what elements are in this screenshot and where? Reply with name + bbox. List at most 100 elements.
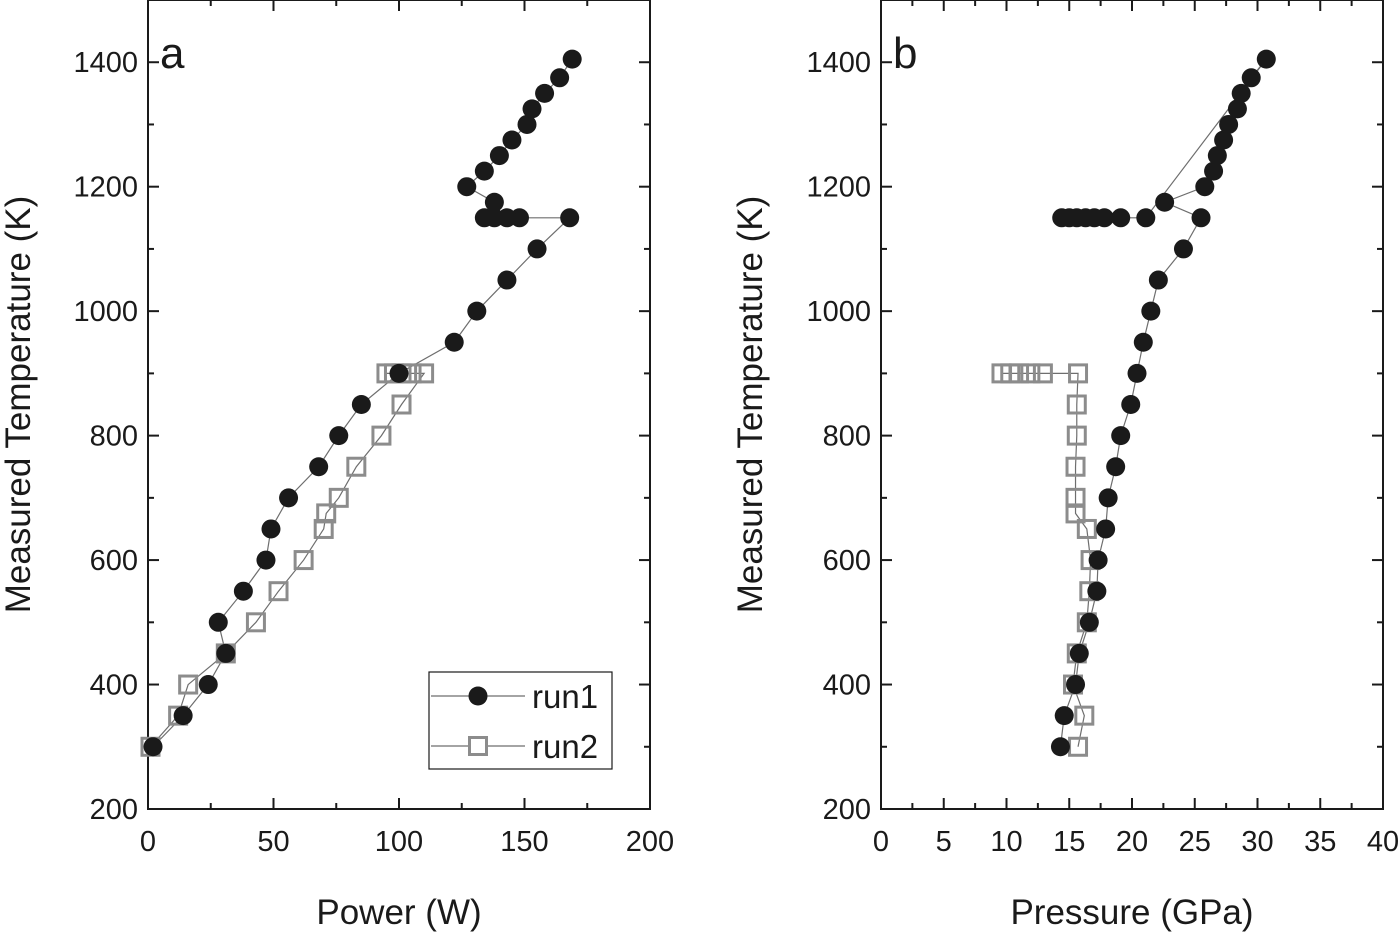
data-point-run2 [268, 581, 289, 602]
panel-label: b [893, 29, 917, 78]
x-tick-label: 15 [1053, 826, 1085, 858]
x-tick-label: 20 [1116, 826, 1148, 858]
x-tick-label: 200 [626, 826, 674, 858]
data-point-run1 [1214, 130, 1234, 150]
x-tick-label: 35 [1304, 826, 1336, 858]
x-tick-label: 150 [500, 826, 548, 858]
data-point-run1 [1241, 68, 1261, 88]
data-point-run1 [502, 130, 522, 150]
data-point-run1 [233, 581, 253, 601]
legend-marker-run1 [468, 686, 488, 706]
data-point-run1 [517, 114, 537, 134]
data-point-run2 [391, 394, 412, 415]
data-point-run1 [329, 426, 349, 446]
data-point-run1 [1079, 612, 1099, 632]
x-axis-title: Pressure (GPa) [1010, 893, 1253, 932]
data-point-run1 [444, 332, 464, 352]
data-point-run1 [1231, 83, 1251, 103]
data-point-run1 [1133, 332, 1153, 352]
legend-label-run2: run2 [532, 728, 598, 765]
data-point-run2 [316, 503, 337, 524]
data-point-run1 [560, 208, 580, 228]
data-point-run1 [216, 643, 236, 663]
data-point-run1 [1148, 270, 1168, 290]
legend-box [428, 671, 613, 770]
data-point-run1 [1052, 208, 1072, 228]
data-point-run2 [245, 612, 266, 633]
y-tick-label: 400 [823, 670, 871, 702]
data-point-run1 [457, 177, 477, 197]
data-point-run1 [1106, 457, 1126, 477]
y-tick-label: 800 [823, 421, 871, 453]
x-tick-label: 50 [257, 826, 289, 858]
data-point-run1 [1069, 643, 1089, 663]
data-point-run1 [143, 737, 163, 757]
data-point-run1 [198, 675, 218, 695]
data-point-run1 [562, 49, 582, 69]
x-tick-label: 5 [936, 826, 952, 858]
data-point-run2 [346, 456, 367, 477]
series-line-run2 [150, 372, 426, 748]
legend: run1 run2 [428, 671, 613, 770]
y-axis-title: Measured Temperature (K) [731, 196, 770, 614]
data-point-run1 [1111, 208, 1131, 228]
data-point-run2 [1066, 425, 1087, 446]
data-point-run1 [1256, 49, 1276, 69]
data-point-run1 [1087, 581, 1107, 601]
data-point-run1 [1127, 363, 1147, 383]
data-point-run1 [208, 612, 228, 632]
series-line-run1 [1059, 58, 1267, 747]
panel-label: a [160, 29, 185, 78]
data-point-run2 [1068, 363, 1089, 384]
data-point-run1 [1111, 426, 1131, 446]
data-point-run2 [178, 674, 199, 695]
x-tick-label: 100 [375, 826, 423, 858]
data-point-run1 [474, 208, 494, 228]
data-point-run2 [1074, 705, 1095, 726]
data-point-run2 [1065, 487, 1086, 508]
data-point-run1 [484, 192, 504, 212]
data-point-run1 [1088, 550, 1108, 570]
x-tick-label: 0 [140, 826, 156, 858]
data-point-run1 [1204, 161, 1224, 181]
data-point-run1 [351, 395, 371, 414]
data-point-run1 [1054, 706, 1074, 726]
y-tick-label: 1200 [806, 172, 871, 204]
data-point-run1 [497, 270, 517, 290]
data-point-run1 [1098, 488, 1118, 508]
panel-b-chart: 0 5 10 15 20 25 30 35 40 200 400 600 800 1000 1200 1400… [731, 0, 1399, 932]
data-point-run1 [522, 99, 542, 119]
data-point-run1 [527, 239, 547, 259]
data-point-run2 [1020, 363, 1041, 384]
data-point-run1 [309, 457, 329, 477]
legend-marker-run2 [468, 736, 488, 756]
data-point-run1 [1141, 301, 1161, 321]
y-tick-label: 600 [90, 545, 138, 577]
y-tick-label: 600 [823, 545, 871, 577]
data-point-run2 [991, 363, 1012, 384]
data-point-run2 [414, 363, 435, 384]
y-tick-label: 1000 [806, 296, 871, 328]
data-point-run1 [474, 161, 494, 181]
x-tick-label: 10 [990, 826, 1022, 858]
data-point-run2 [371, 425, 392, 446]
data-point-run1 [256, 550, 276, 570]
x-tick-label: 0 [873, 826, 889, 858]
data-point-run1 [389, 363, 409, 383]
data-point-run2 [328, 487, 349, 508]
data-point-run2 [1066, 394, 1087, 415]
y-tick-label: 200 [823, 794, 871, 826]
data-point-run1 [1155, 192, 1175, 212]
data-point-run1 [535, 83, 555, 103]
x-axis-title: Power (W) [316, 893, 481, 932]
x-tick-label: 40 [1367, 826, 1399, 858]
y-tick-label: 400 [90, 670, 138, 702]
data-point-run1 [1227, 99, 1247, 119]
x-tick-label: 30 [1241, 826, 1273, 858]
data-point-run1 [1173, 239, 1193, 259]
y-axis-title: Measured Temperature (K) [0, 196, 38, 614]
data-point-run1 [1191, 208, 1211, 228]
legend-label-run1: run1 [532, 678, 598, 715]
data-point-run1 [279, 488, 299, 508]
